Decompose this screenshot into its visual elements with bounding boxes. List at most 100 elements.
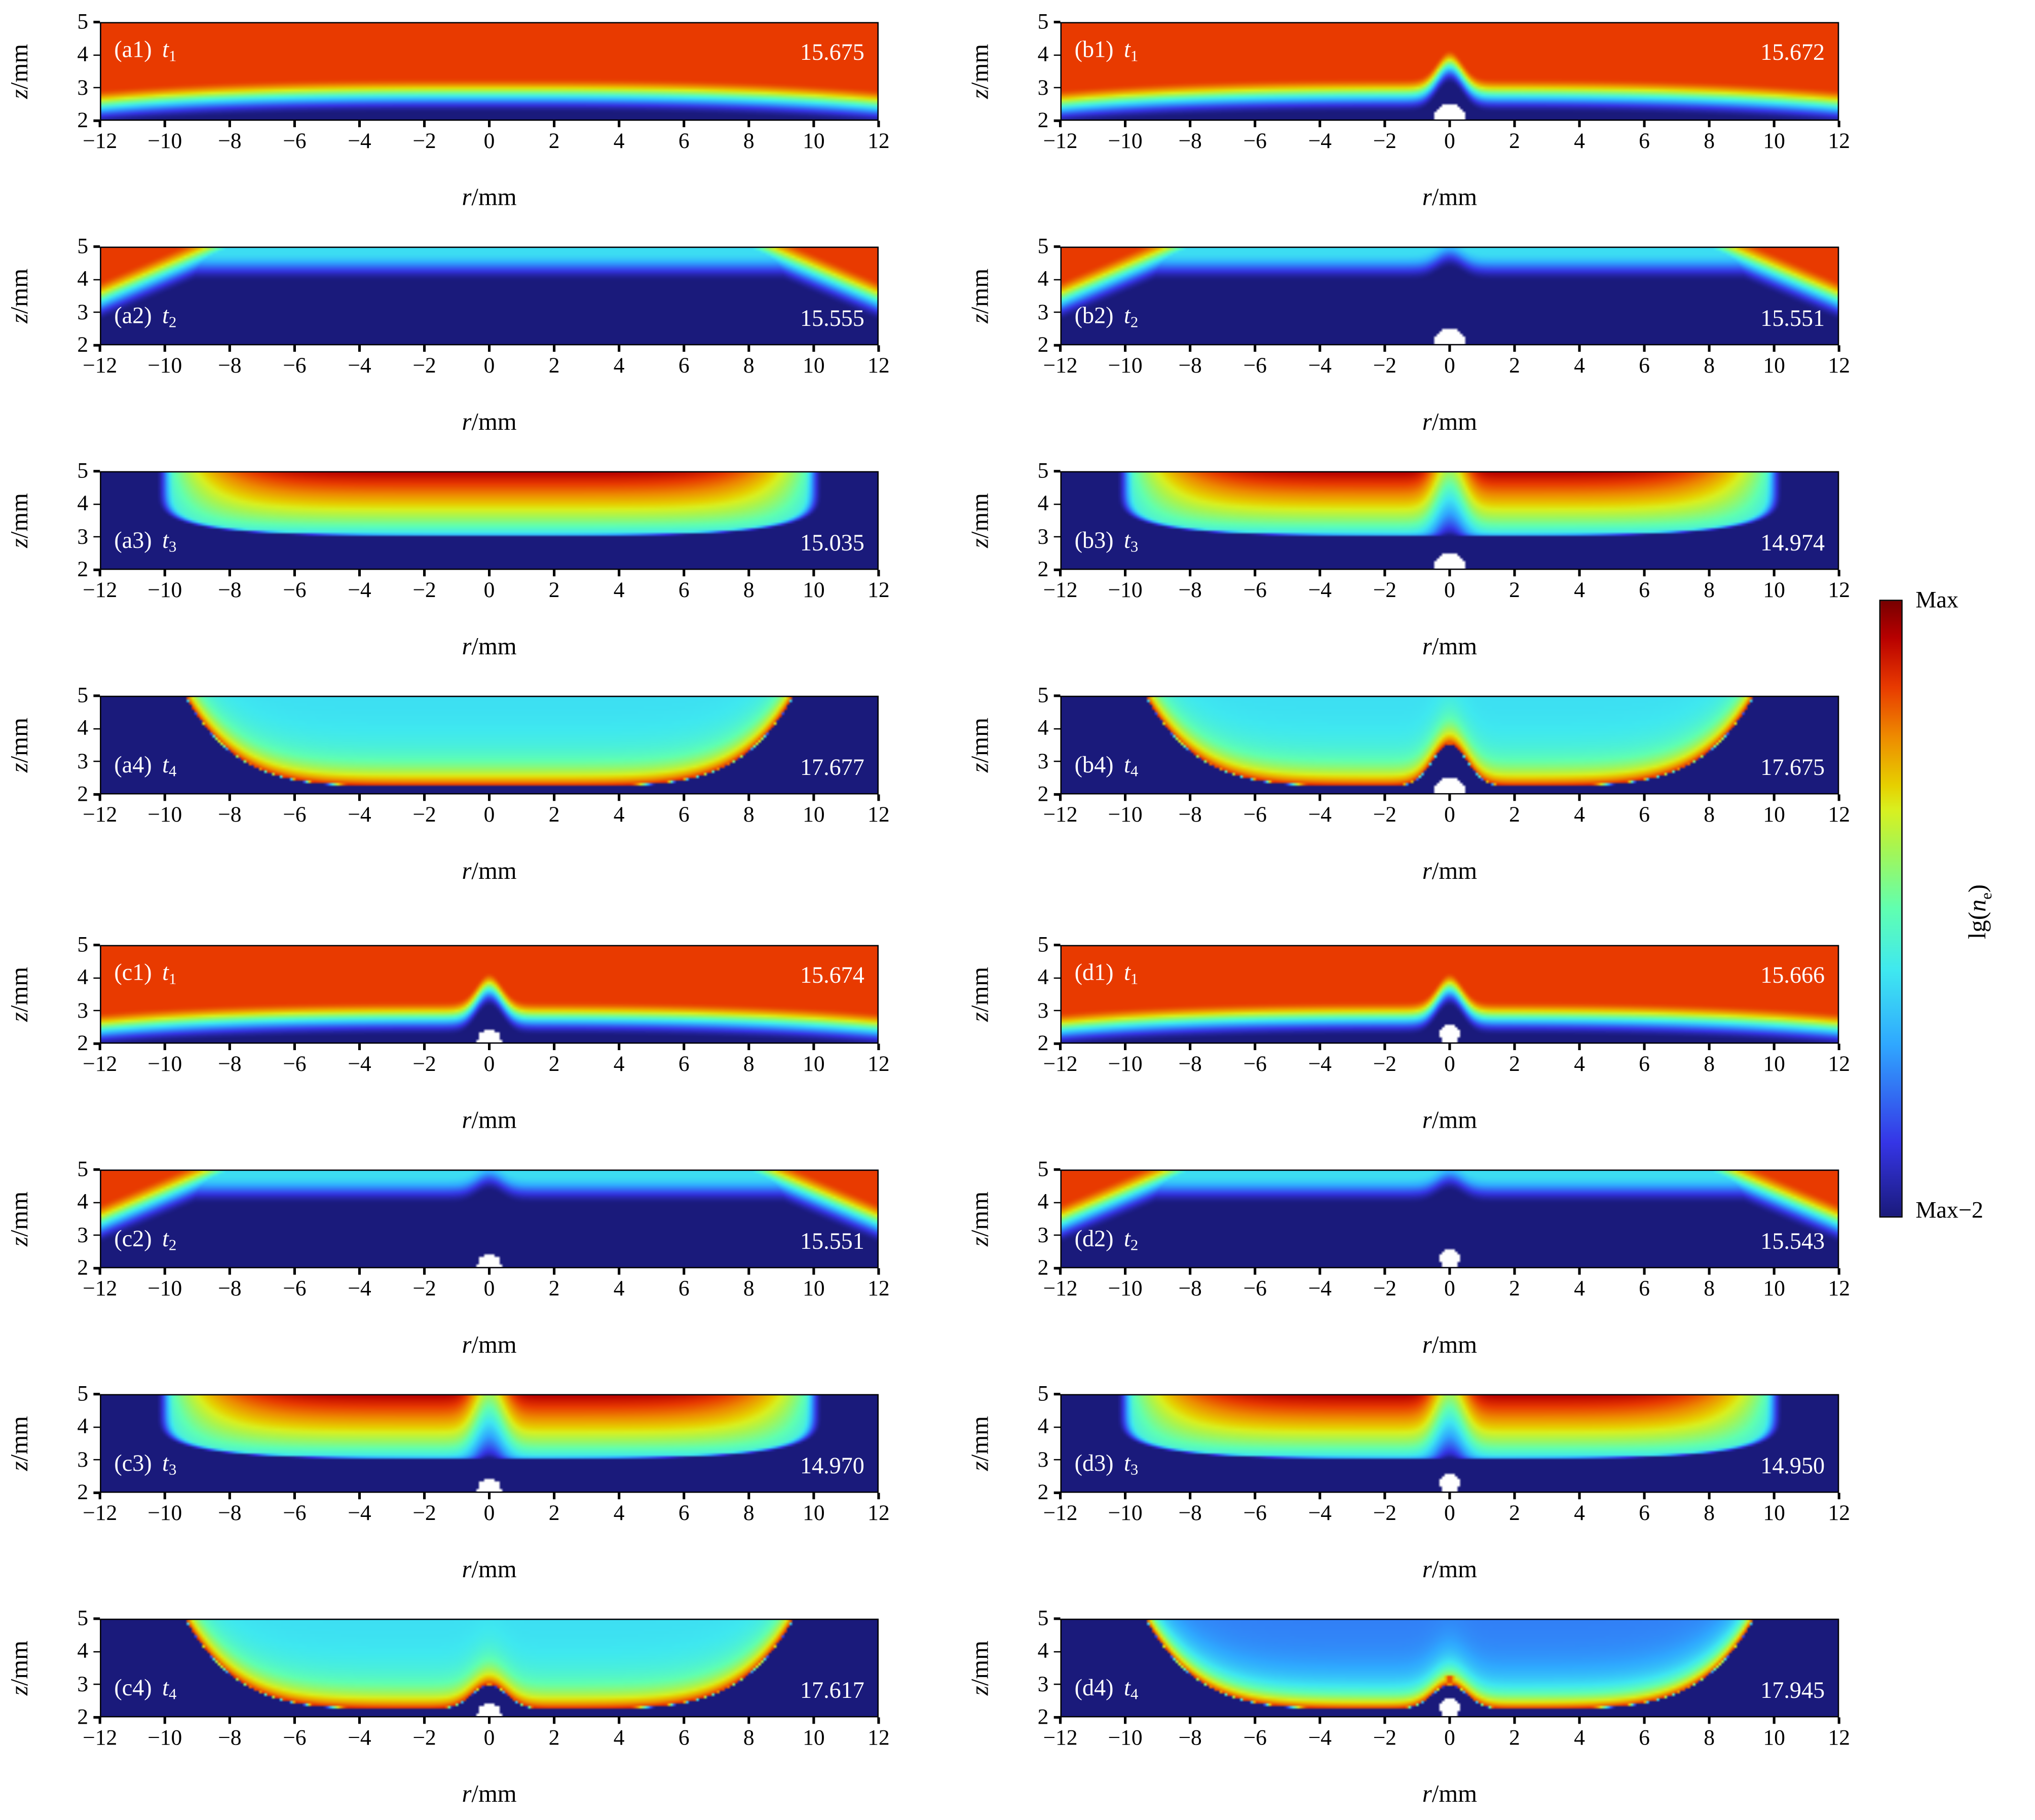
x-tick-label: −10 bbox=[147, 353, 182, 378]
y-tick bbox=[1053, 727, 1061, 730]
x-tick bbox=[488, 1044, 491, 1051]
x-axis-label: r/mm bbox=[1422, 1107, 1477, 1136]
x-tick-label: −4 bbox=[1308, 1500, 1332, 1526]
panel-max-value: 15.543 bbox=[1760, 1228, 1825, 1254]
colorbar-title-base: lg( bbox=[1964, 912, 1992, 940]
y-axis-var: z bbox=[7, 1686, 34, 1696]
x-tick bbox=[423, 345, 426, 352]
x-tick-label: −2 bbox=[412, 353, 436, 378]
heatmap-panel-c2: (c2) t2 15.551 bbox=[100, 1169, 879, 1269]
x-tick-label: −12 bbox=[1043, 128, 1078, 154]
y-tick bbox=[93, 793, 100, 796]
x-tick-label: 2 bbox=[548, 128, 560, 154]
y-axis-label: z/mm bbox=[967, 1192, 995, 1246]
x-axis-unit: /mm bbox=[1431, 1107, 1477, 1135]
heatmap-image bbox=[1062, 697, 1838, 793]
x-tick bbox=[1254, 121, 1256, 127]
x-axis-var: r bbox=[1422, 1556, 1432, 1584]
y-tick-label: 5 bbox=[1037, 458, 1049, 483]
y-tick bbox=[93, 727, 100, 730]
x-tick-label: −12 bbox=[1043, 802, 1078, 827]
y-tick bbox=[93, 1201, 100, 1204]
x-tick-label: 4 bbox=[613, 1051, 625, 1076]
x-tick bbox=[488, 1493, 491, 1500]
panel-time-index: 3 bbox=[168, 537, 177, 556]
y-tick-label: 4 bbox=[77, 1414, 89, 1439]
x-tick bbox=[878, 1044, 880, 1051]
x-tick-label: 12 bbox=[868, 802, 890, 827]
x-tick bbox=[164, 570, 166, 577]
x-tick-label: −6 bbox=[1243, 128, 1267, 154]
panel-time-index: 3 bbox=[168, 1460, 177, 1479]
x-tick bbox=[1318, 570, 1321, 577]
x-tick bbox=[488, 570, 491, 577]
x-tick bbox=[99, 121, 101, 127]
y-tick bbox=[1053, 695, 1061, 697]
panel-max-value: 15.035 bbox=[800, 529, 864, 556]
y-tick-label: 2 bbox=[77, 1255, 89, 1280]
x-tick-label: 0 bbox=[1444, 577, 1455, 603]
x-tick bbox=[1254, 1044, 1256, 1051]
x-tick-label: −10 bbox=[1108, 353, 1143, 378]
panel-time-index: 4 bbox=[1130, 762, 1139, 781]
x-tick-label: 8 bbox=[1704, 577, 1715, 603]
x-axis-var: r bbox=[462, 1780, 472, 1808]
panel-id: (a2) bbox=[114, 302, 152, 328]
x-tick-label: 12 bbox=[1828, 128, 1850, 154]
x-tick bbox=[1838, 345, 1840, 352]
y-tick-label: 2 bbox=[77, 556, 89, 582]
x-axis-var: r bbox=[1422, 1780, 1432, 1808]
x-tick-label: −4 bbox=[1308, 353, 1332, 378]
y-tick-label: 5 bbox=[1037, 1606, 1049, 1630]
x-tick bbox=[423, 1493, 426, 1500]
y-axis-var: z bbox=[967, 89, 995, 99]
y-tick-label: 2 bbox=[77, 781, 89, 806]
x-tick bbox=[1643, 794, 1645, 801]
panel-time: t1 bbox=[1124, 36, 1138, 65]
x-tick-label: 4 bbox=[1574, 1051, 1585, 1076]
panel-time: t1 bbox=[162, 959, 176, 988]
x-tick-label: −2 bbox=[412, 1500, 436, 1526]
x-tick-label: −12 bbox=[1043, 353, 1078, 378]
x-tick-label: 12 bbox=[1828, 577, 1850, 603]
x-tick bbox=[1449, 1268, 1451, 1275]
panel-time: t3 bbox=[1124, 1450, 1138, 1478]
x-tick bbox=[99, 1493, 101, 1500]
y-tick-label: 3 bbox=[1037, 75, 1049, 100]
panel-id: (b1) bbox=[1074, 36, 1114, 62]
x-tick-label: −4 bbox=[348, 1500, 371, 1526]
panel-label: (b4) t4 bbox=[1075, 752, 1139, 782]
panel-time: t4 bbox=[162, 1675, 176, 1703]
x-tick bbox=[1708, 121, 1710, 127]
y-tick bbox=[1053, 344, 1061, 347]
x-tick-label: 0 bbox=[1444, 1500, 1455, 1526]
y-axis-label: z/mm bbox=[7, 718, 35, 772]
panel-max-value: 14.950 bbox=[1760, 1452, 1825, 1479]
x-tick-label: 4 bbox=[613, 353, 625, 378]
x-tick-label: 6 bbox=[678, 1051, 690, 1076]
x-tick-label: 12 bbox=[868, 1276, 890, 1301]
x-tick bbox=[1383, 1044, 1386, 1051]
panel-id: (b2) bbox=[1074, 302, 1114, 328]
x-tick bbox=[1383, 345, 1386, 352]
y-tick bbox=[93, 760, 100, 763]
x-tick-label: 2 bbox=[548, 1051, 560, 1076]
x-tick-label: 8 bbox=[743, 353, 755, 378]
x-tick-label: 2 bbox=[548, 577, 560, 603]
x-tick bbox=[1643, 1268, 1645, 1275]
panel-max-value: 15.666 bbox=[1760, 961, 1825, 988]
x-tick-label: 0 bbox=[483, 353, 495, 378]
x-tick bbox=[1059, 1268, 1062, 1275]
panel-label: (b3) t3 bbox=[1075, 527, 1139, 557]
x-tick bbox=[1449, 570, 1451, 577]
y-axis-label: z/mm bbox=[7, 44, 35, 99]
x-tick bbox=[1383, 570, 1386, 577]
colorbar-min-label: Max−2 bbox=[1915, 1197, 1983, 1223]
x-tick-label: −8 bbox=[218, 128, 242, 154]
x-tick-label: −8 bbox=[218, 802, 242, 827]
x-tick bbox=[358, 1044, 361, 1051]
panel-time-symbol: t bbox=[162, 302, 169, 328]
x-tick-label: 10 bbox=[803, 577, 825, 603]
x-tick-label: −8 bbox=[1178, 128, 1202, 154]
x-tick-label: 0 bbox=[483, 1051, 495, 1076]
